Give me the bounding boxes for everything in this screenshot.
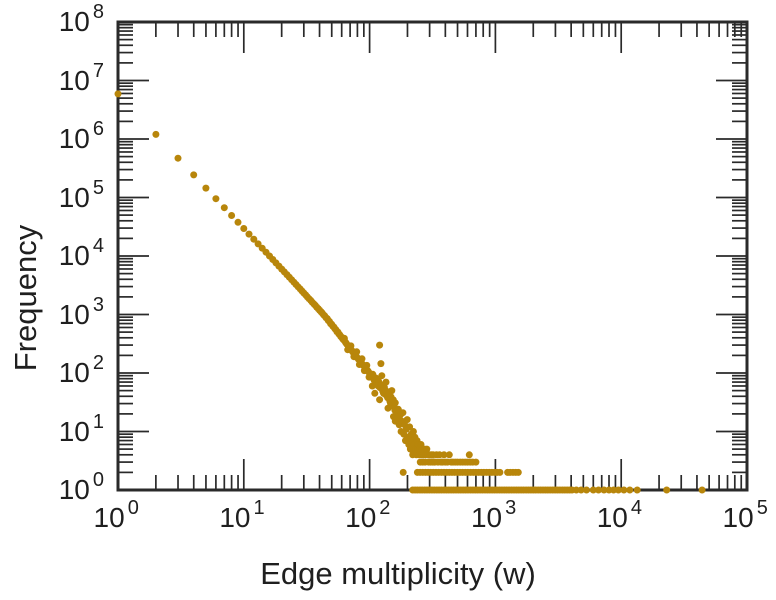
data-point: [245, 230, 253, 238]
x-tick-label: 10 0: [93, 497, 139, 533]
y-tick-label: 10 1: [58, 410, 104, 447]
data-point: [382, 378, 390, 386]
data-point: [465, 451, 473, 459]
data-point: [240, 225, 248, 232]
data-point: [496, 468, 504, 476]
data-point: [406, 423, 414, 431]
scatter-points: [114, 90, 706, 494]
data-point: [234, 218, 242, 226]
data-point: [212, 195, 220, 203]
data-point: [376, 341, 384, 349]
data-point: [423, 445, 431, 453]
data-point: [663, 486, 671, 494]
data-point: [577, 486, 585, 494]
data-point: [388, 387, 396, 395]
data-point: [399, 468, 407, 476]
data-point: [353, 348, 361, 356]
plot-border: [116, 20, 749, 492]
data-point: [572, 486, 580, 494]
x-tick-label: 10 1: [219, 497, 265, 533]
data-point: [202, 184, 210, 192]
data-point: [626, 486, 634, 494]
data-point: [391, 399, 399, 407]
data-point: [445, 451, 453, 459]
y-tick-label: 10 4: [58, 235, 104, 271]
data-point: [472, 458, 480, 466]
data-point: [399, 409, 407, 417]
data-point: [378, 372, 386, 380]
data-point: [595, 486, 602, 494]
data-point: [409, 428, 417, 435]
data-point: [376, 396, 384, 404]
data-point: [358, 355, 366, 363]
data-point: [114, 90, 122, 98]
data-point: [440, 451, 448, 459]
data-point: [514, 468, 522, 476]
y-tick-label: 10 3: [58, 293, 104, 330]
data-point: [633, 486, 641, 494]
data-point: [620, 486, 628, 494]
data-point: [174, 154, 182, 162]
y-tick-label: 10 0: [58, 469, 104, 505]
data-point: [583, 486, 590, 494]
data-point: [371, 389, 379, 397]
data-point: [614, 486, 622, 494]
y-tick-label: 10 7: [58, 59, 104, 96]
x-tick-label: 10 4: [596, 497, 643, 533]
x-axis-title: Edge multiplicity (w): [260, 556, 536, 591]
y-tick-label: 10 5: [58, 176, 104, 213]
x-tick-label: 10 2: [345, 497, 391, 533]
data-point: [698, 486, 706, 494]
y-axis-title: Frequency: [8, 224, 43, 372]
data-point: [220, 204, 228, 212]
data-point: [610, 486, 618, 494]
y-tick-label: 10 2: [58, 352, 104, 388]
data-point: [600, 486, 608, 494]
data-point: [589, 486, 597, 494]
data-point: [250, 235, 258, 243]
data-point: [190, 171, 198, 179]
data-point: [152, 130, 160, 138]
y-tick-label: 10 6: [58, 118, 104, 154]
x-tick-label: 10 5: [722, 497, 768, 533]
x-tick-label: 10 3: [470, 497, 517, 533]
data-point: [228, 212, 236, 219]
data-point: [403, 416, 411, 424]
data-point: [377, 360, 385, 368]
y-tick-label: 10 8: [58, 1, 104, 37]
